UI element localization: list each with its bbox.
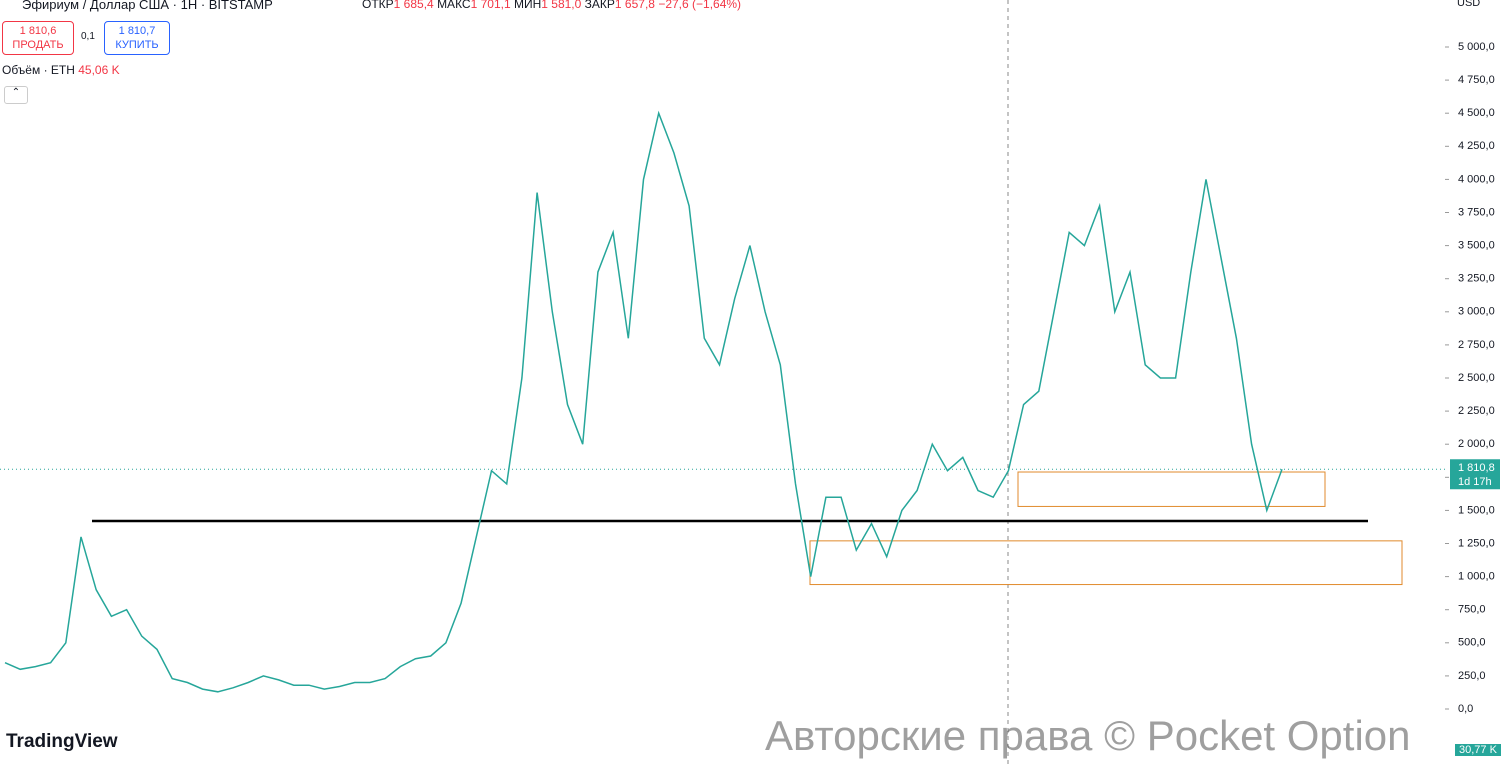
buy-button[interactable]: 1 810,7 КУПИТЬ	[104, 21, 170, 55]
y-tick-label: 500,0	[1458, 637, 1486, 649]
y-tick-label: 1 000,0	[1458, 571, 1495, 583]
collapse-button[interactable]: ⌃	[4, 86, 28, 104]
price-line	[4, 110, 1283, 693]
low-label: МИН	[513, 0, 542, 11]
y-tick-label: 4 500,0	[1458, 107, 1495, 119]
volume-tag: 30,77 K	[1455, 744, 1501, 756]
y-tick-label: 4 250,0	[1458, 140, 1495, 152]
buy-price: 1 810,7	[118, 25, 156, 37]
y-tick-label: 1 500,0	[1458, 504, 1495, 516]
symbol: Эфириум / Доллар США · 1H · BITSTAMP	[22, 0, 273, 12]
y-tick-label: 4 000,0	[1458, 173, 1495, 185]
volume: 45,06 K	[78, 63, 120, 77]
y-tick-label: 0,0	[1458, 703, 1473, 715]
ohlc: ОТКР1 685,4 МАКС1 701,1 МИН1 581,0 ЗАКР1…	[362, 0, 741, 11]
close-label: ЗАКР	[584, 0, 615, 11]
zone	[809, 540, 1403, 586]
zone	[1017, 471, 1326, 507]
high-label: МАКС	[437, 0, 471, 11]
y-tick-label: 2 000,0	[1458, 438, 1495, 450]
sell-price: 1 810,6	[19, 25, 57, 37]
logo: TradingView	[6, 731, 118, 752]
volume-legend: Объём · ETH 45,06 K	[2, 63, 120, 77]
high: 1 701,1	[470, 0, 511, 11]
y-tick-label: 3 250,0	[1458, 273, 1495, 285]
y-tick-label: 750,0	[1458, 604, 1486, 616]
last-price-label: 1 810,8	[1458, 462, 1495, 474]
buy-label: КУПИТЬ	[115, 39, 159, 51]
y-tick-label: 2 500,0	[1458, 372, 1495, 384]
currency[interactable]: USD	[1457, 0, 1481, 9]
spread: 0,1	[81, 31, 95, 42]
y-tick-label: 1 250,0	[1458, 537, 1495, 549]
y-tick-label: 2 750,0	[1458, 339, 1495, 351]
open-label: ОТКР	[362, 0, 394, 11]
y-tick-label: 4 750,0	[1458, 74, 1495, 86]
volume-label: Объём · ETH	[2, 63, 75, 77]
last-price-tag	[1450, 459, 1500, 490]
open: 1 685,4	[393, 0, 434, 11]
axis-bg	[1445, 0, 1507, 767]
y-tick-label: 5 000,0	[1458, 41, 1495, 53]
countdown: 1d 17h	[1458, 476, 1492, 488]
sell-button[interactable]: 1 810,6 ПРОДАТЬ	[2, 21, 74, 55]
y-tick-label: 250,0	[1458, 670, 1486, 682]
y-tick-label: 2 250,0	[1458, 405, 1495, 417]
y-tick-label: 3 000,0	[1458, 306, 1495, 318]
y-tick-label: 3 750,0	[1458, 206, 1495, 218]
change: −27,6 (−1,64%)	[658, 0, 742, 11]
sell-label: ПРОДАТЬ	[12, 39, 64, 51]
close: 1 657,8	[614, 0, 655, 11]
low: 1 581,0	[541, 0, 582, 11]
y-tick-label: 3 500,0	[1458, 240, 1495, 252]
watermark: Авторские права © Pocket Option	[765, 712, 1411, 759]
